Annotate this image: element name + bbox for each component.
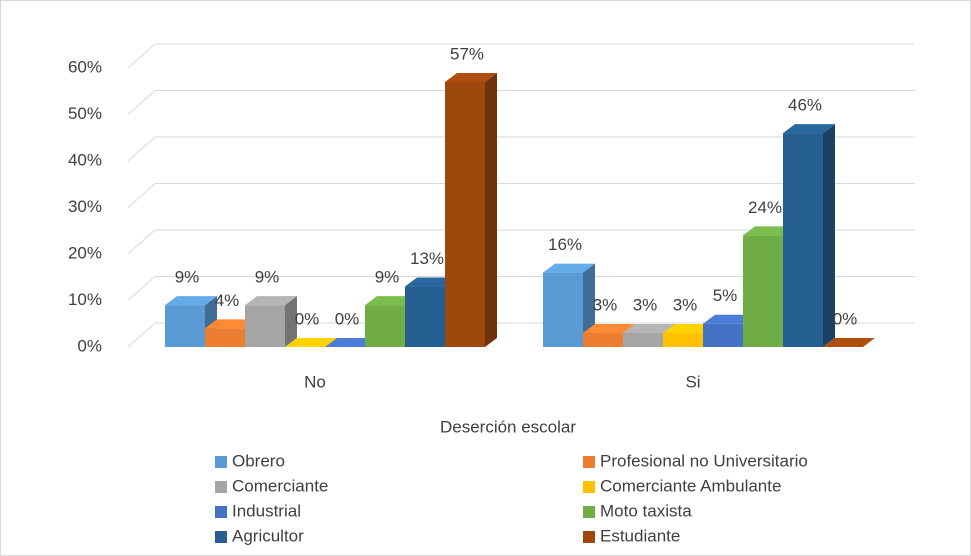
legend-label: Moto taxista bbox=[600, 501, 692, 520]
grid-line bbox=[127, 90, 915, 115]
bar-side bbox=[583, 263, 595, 347]
bar-top bbox=[583, 324, 635, 334]
bar-top bbox=[205, 319, 257, 329]
bar bbox=[743, 235, 783, 347]
y-tick-label: 30% bbox=[68, 197, 102, 216]
data-label: 3% bbox=[673, 296, 698, 315]
bar-top bbox=[405, 277, 457, 287]
bar bbox=[165, 305, 205, 347]
legend-swatch bbox=[583, 531, 595, 543]
y-tick-label: 50% bbox=[68, 104, 102, 123]
y-tick-label: 0% bbox=[77, 336, 102, 355]
bar-top bbox=[543, 263, 595, 273]
legend-swatch bbox=[215, 531, 227, 543]
bar bbox=[205, 328, 245, 347]
legend-label: Obrero bbox=[232, 451, 285, 470]
data-label: 0% bbox=[335, 309, 360, 328]
bar bbox=[405, 286, 445, 347]
grid-line bbox=[127, 229, 915, 255]
x-tick-label: No bbox=[304, 372, 326, 391]
bar-side bbox=[285, 296, 297, 347]
bar-top bbox=[823, 338, 875, 347]
legend-swatch bbox=[215, 481, 227, 493]
bar bbox=[445, 81, 485, 347]
bar-top bbox=[783, 124, 835, 134]
data-label: 16% bbox=[548, 235, 582, 254]
data-label: 3% bbox=[633, 296, 658, 315]
data-label: 5% bbox=[713, 286, 738, 305]
bar-top bbox=[445, 72, 497, 82]
bar-top bbox=[325, 338, 377, 347]
legend-swatch bbox=[583, 456, 595, 468]
bar bbox=[783, 133, 823, 347]
legend-swatch bbox=[215, 506, 227, 518]
bar bbox=[365, 305, 405, 347]
legend-label: Profesional no Universitario bbox=[600, 451, 808, 470]
bar bbox=[703, 323, 743, 347]
data-label: 13% bbox=[410, 249, 444, 268]
data-label: 24% bbox=[748, 198, 782, 217]
bar bbox=[623, 333, 663, 347]
data-label: 9% bbox=[255, 268, 280, 287]
legend-label: Agricultor bbox=[232, 526, 304, 545]
bar-top bbox=[743, 226, 795, 236]
data-label: 0% bbox=[295, 309, 320, 328]
grid-line bbox=[127, 276, 915, 301]
data-label: 3% bbox=[593, 296, 618, 315]
data-label: 9% bbox=[375, 268, 400, 287]
y-tick-label: 60% bbox=[68, 57, 102, 76]
data-label: 57% bbox=[450, 44, 484, 63]
legend-swatch bbox=[583, 506, 595, 518]
grid-line bbox=[127, 183, 915, 208]
bar-top bbox=[285, 338, 337, 347]
x-axis-title: Deserción escolar bbox=[440, 417, 576, 436]
data-label: 9% bbox=[175, 268, 200, 287]
bar-top bbox=[245, 296, 297, 306]
bar-top bbox=[703, 314, 755, 324]
bar bbox=[663, 333, 703, 347]
data-label: 46% bbox=[788, 96, 822, 115]
bar-top bbox=[365, 296, 417, 306]
legend-label: Estudiante bbox=[600, 526, 680, 545]
legend-label: Comerciante bbox=[232, 476, 328, 495]
x-tick-label: Si bbox=[685, 372, 700, 391]
bar bbox=[245, 305, 285, 347]
y-tick-label: 40% bbox=[68, 150, 102, 169]
bar-top bbox=[623, 324, 675, 334]
y-tick-label: 20% bbox=[68, 243, 102, 262]
grid-line bbox=[127, 322, 915, 348]
legend-label: Industrial bbox=[232, 501, 301, 520]
bar bbox=[543, 272, 583, 347]
legend-swatch bbox=[215, 456, 227, 468]
grid-line bbox=[127, 136, 915, 162]
y-tick-label: 10% bbox=[68, 290, 102, 309]
legend-label: Comerciante Ambulante bbox=[600, 476, 781, 495]
data-label: 0% bbox=[833, 309, 858, 328]
bar-side bbox=[485, 72, 497, 347]
grid-line bbox=[127, 43, 915, 69]
bar bbox=[583, 333, 623, 347]
legend-swatch bbox=[583, 481, 595, 493]
bar-top bbox=[165, 296, 217, 306]
bar-side bbox=[823, 124, 835, 347]
data-label: 4% bbox=[215, 291, 240, 310]
bar-top bbox=[663, 324, 715, 334]
